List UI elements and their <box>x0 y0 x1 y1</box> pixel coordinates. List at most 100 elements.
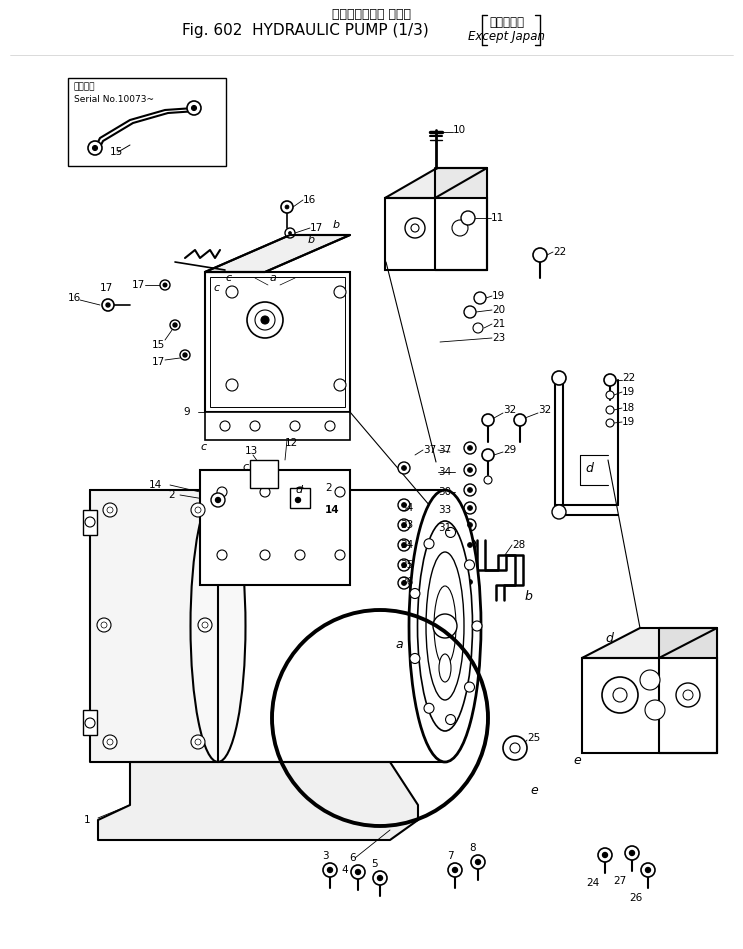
Circle shape <box>202 622 208 628</box>
Circle shape <box>291 493 305 507</box>
Circle shape <box>191 735 205 749</box>
Circle shape <box>398 539 410 551</box>
Polygon shape <box>98 762 418 840</box>
Bar <box>68 78 226 166</box>
Text: 9: 9 <box>184 407 190 417</box>
Circle shape <box>217 487 227 497</box>
Text: Except Japan: Except Japan <box>469 29 545 43</box>
Text: a: a <box>395 639 403 652</box>
Circle shape <box>220 421 230 431</box>
Text: 20: 20 <box>492 305 505 315</box>
Circle shape <box>410 588 420 599</box>
Bar <box>205 272 350 412</box>
Circle shape <box>602 677 638 713</box>
Circle shape <box>261 316 269 324</box>
Circle shape <box>625 846 639 860</box>
Circle shape <box>484 476 492 484</box>
Ellipse shape <box>434 586 456 666</box>
Circle shape <box>328 867 333 872</box>
Circle shape <box>464 559 476 571</box>
Circle shape <box>467 488 473 493</box>
Bar <box>210 277 345 407</box>
Circle shape <box>401 523 406 528</box>
Text: 2: 2 <box>325 483 331 493</box>
Circle shape <box>676 683 700 707</box>
Circle shape <box>97 618 111 632</box>
Text: 14: 14 <box>149 480 162 490</box>
Circle shape <box>195 507 201 513</box>
Circle shape <box>645 700 665 720</box>
Text: 5: 5 <box>372 859 378 869</box>
Text: 2: 2 <box>168 490 175 500</box>
Circle shape <box>217 550 227 560</box>
Circle shape <box>467 523 473 528</box>
Circle shape <box>640 670 660 690</box>
Circle shape <box>334 379 346 391</box>
Circle shape <box>461 211 475 225</box>
Circle shape <box>452 220 468 236</box>
Circle shape <box>401 581 406 586</box>
Circle shape <box>102 299 114 311</box>
Circle shape <box>173 323 177 327</box>
Text: 1: 1 <box>83 815 90 825</box>
Circle shape <box>183 353 187 357</box>
Circle shape <box>88 141 102 155</box>
Circle shape <box>464 502 476 514</box>
Circle shape <box>260 550 270 560</box>
Text: 29: 29 <box>503 445 516 455</box>
Circle shape <box>482 449 494 461</box>
Circle shape <box>260 487 270 497</box>
Circle shape <box>211 493 225 507</box>
Text: 4: 4 <box>342 865 348 875</box>
Text: 37: 37 <box>423 445 436 455</box>
Circle shape <box>464 519 476 531</box>
Ellipse shape <box>190 490 245 762</box>
Text: 13: 13 <box>245 446 259 456</box>
Circle shape <box>598 848 612 862</box>
Circle shape <box>335 550 345 560</box>
Text: 16: 16 <box>68 293 81 303</box>
Circle shape <box>411 224 419 232</box>
Bar <box>200 470 350 585</box>
Circle shape <box>401 466 406 471</box>
Circle shape <box>103 735 117 749</box>
Text: 19: 19 <box>622 417 635 427</box>
Bar <box>205 412 350 440</box>
Circle shape <box>464 442 476 454</box>
Text: 24: 24 <box>586 878 600 888</box>
Text: ハイドロリック ボンプ: ハイドロリック ボンプ <box>331 8 410 21</box>
Circle shape <box>191 503 205 517</box>
Bar <box>385 198 487 270</box>
Circle shape <box>398 577 410 589</box>
Text: c: c <box>242 462 248 472</box>
Circle shape <box>476 860 481 865</box>
Circle shape <box>471 855 485 869</box>
Circle shape <box>351 865 365 879</box>
Circle shape <box>464 682 475 692</box>
Circle shape <box>467 506 473 511</box>
Circle shape <box>604 374 616 386</box>
Circle shape <box>355 869 360 874</box>
Polygon shape <box>659 628 717 753</box>
Text: c: c <box>200 442 206 452</box>
Circle shape <box>464 576 476 588</box>
Circle shape <box>467 563 473 568</box>
Circle shape <box>552 371 566 385</box>
Text: 33: 33 <box>438 505 451 515</box>
Text: 23: 23 <box>492 333 505 343</box>
Ellipse shape <box>439 654 451 682</box>
Text: 15: 15 <box>152 340 165 350</box>
Bar <box>83 510 97 535</box>
Text: 34: 34 <box>438 467 451 477</box>
Text: b: b <box>308 235 315 245</box>
Text: 37: 37 <box>438 445 451 455</box>
Circle shape <box>533 248 547 262</box>
Text: 11: 11 <box>491 213 504 223</box>
Text: 22: 22 <box>553 247 566 257</box>
Circle shape <box>85 718 95 728</box>
Circle shape <box>398 559 410 571</box>
Text: 17: 17 <box>132 280 145 290</box>
Circle shape <box>215 497 221 503</box>
Circle shape <box>401 503 406 508</box>
Circle shape <box>613 688 627 702</box>
